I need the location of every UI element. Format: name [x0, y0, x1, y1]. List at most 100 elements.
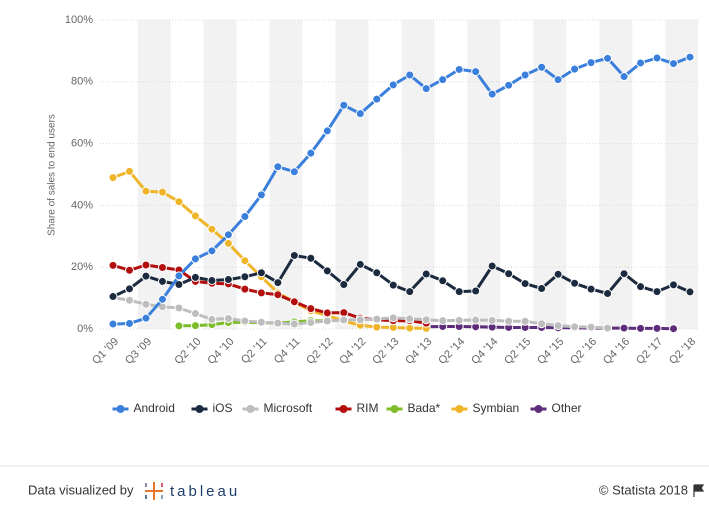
- legend-item: Symbian: [451, 401, 520, 415]
- data-point: [306, 253, 316, 263]
- data-point: [240, 284, 250, 294]
- data-point: [207, 314, 217, 324]
- data-point: [207, 224, 217, 234]
- data-point: [108, 260, 118, 270]
- x-tick-label: Q2 '17: [634, 336, 665, 367]
- legend-swatch: [195, 405, 204, 413]
- data-point: [405, 314, 415, 324]
- data-point: [190, 321, 200, 331]
- x-tick-label: Q1 '09: [90, 336, 121, 367]
- x-tick-label: Q2 '18: [667, 336, 698, 367]
- data-point: [537, 62, 547, 72]
- data-point: [372, 322, 382, 332]
- data-point: [174, 271, 184, 281]
- x-tick-label: Q2 '14: [436, 336, 467, 367]
- series-line: [426, 325, 674, 331]
- data-point: [537, 284, 547, 294]
- x-tick-label: Q2 '10: [172, 336, 203, 367]
- y-tick-label: 20%: [71, 261, 93, 273]
- data-point: [421, 269, 431, 279]
- legend-label: Microsoft: [264, 401, 313, 415]
- data-point: [289, 297, 299, 307]
- legend-item: Microsoft: [242, 401, 313, 415]
- data-point: [355, 259, 365, 269]
- data-point: [273, 162, 283, 172]
- data-point: [669, 280, 679, 290]
- data-point: [504, 316, 514, 326]
- data-point: [141, 271, 151, 281]
- data-point: [256, 268, 266, 278]
- data-point: [669, 324, 679, 334]
- data-point: [223, 230, 233, 240]
- data-point: [190, 211, 200, 221]
- data-point: [306, 304, 316, 314]
- data-point: [520, 316, 530, 326]
- legend-label: Bada*: [408, 401, 441, 415]
- data-point: [141, 299, 151, 309]
- data-point: [339, 100, 349, 110]
- flag-icon: [693, 484, 705, 497]
- data-point: [438, 75, 448, 85]
- x-tick-label: Q4 '14: [469, 336, 500, 367]
- data-point: [603, 323, 613, 333]
- data-point: [669, 59, 679, 69]
- data-point: [388, 313, 398, 323]
- data-point: [421, 315, 431, 325]
- data-point: [570, 64, 580, 74]
- data-point: [223, 313, 233, 323]
- data-point: [256, 317, 266, 327]
- data-point: [570, 322, 580, 332]
- y-axis-label: Share of sales to end users: [47, 114, 58, 236]
- legend-item: RIM: [335, 401, 379, 415]
- copyright: © Statista 2018: [599, 482, 688, 497]
- data-point: [603, 288, 613, 298]
- data-point: [141, 313, 151, 323]
- data-point: [157, 294, 167, 304]
- data-point: [553, 269, 563, 279]
- data-point: [421, 84, 431, 94]
- data-point: [322, 308, 332, 318]
- data-point: [388, 80, 398, 90]
- data-point: [306, 318, 316, 328]
- data-point: [586, 322, 596, 332]
- x-tick-label: Q4 '12: [337, 336, 368, 367]
- data-point: [438, 276, 448, 286]
- data-point: [652, 287, 662, 297]
- data-point: [520, 279, 530, 289]
- data-point: [141, 260, 151, 270]
- data-point: [438, 316, 448, 326]
- data-point: [108, 173, 118, 183]
- data-point: [240, 256, 250, 266]
- data-point: [240, 316, 250, 326]
- data-point: [636, 323, 646, 333]
- data-point: [108, 292, 118, 302]
- legend-swatch: [339, 405, 348, 413]
- data-point: [636, 282, 646, 292]
- legend-swatch: [116, 405, 125, 413]
- data-point: [223, 275, 233, 285]
- data-point: [685, 287, 695, 297]
- data-point: [619, 323, 629, 333]
- data-point: [372, 314, 382, 324]
- data-point: [223, 238, 233, 248]
- data-point: [586, 58, 596, 68]
- data-point: [124, 318, 134, 328]
- data-point: [355, 315, 365, 325]
- data-point: [636, 58, 646, 68]
- data-point: [174, 280, 184, 290]
- x-tick-label: Q2 '16: [568, 336, 599, 367]
- data-point: [372, 94, 382, 104]
- data-point: [372, 268, 382, 278]
- background-band: [467, 20, 501, 329]
- data-point: [652, 53, 662, 63]
- data-point: [108, 319, 118, 329]
- data-point: [504, 269, 514, 279]
- legend-label: iOS: [213, 401, 233, 415]
- background-band: [665, 20, 699, 329]
- data-point: [487, 261, 497, 271]
- legend-label: Symbian: [473, 401, 520, 415]
- x-tick-label: Q2 '12: [304, 336, 335, 367]
- x-tick-label: Q4 '13: [403, 336, 434, 367]
- y-tick-label: 40%: [71, 199, 93, 211]
